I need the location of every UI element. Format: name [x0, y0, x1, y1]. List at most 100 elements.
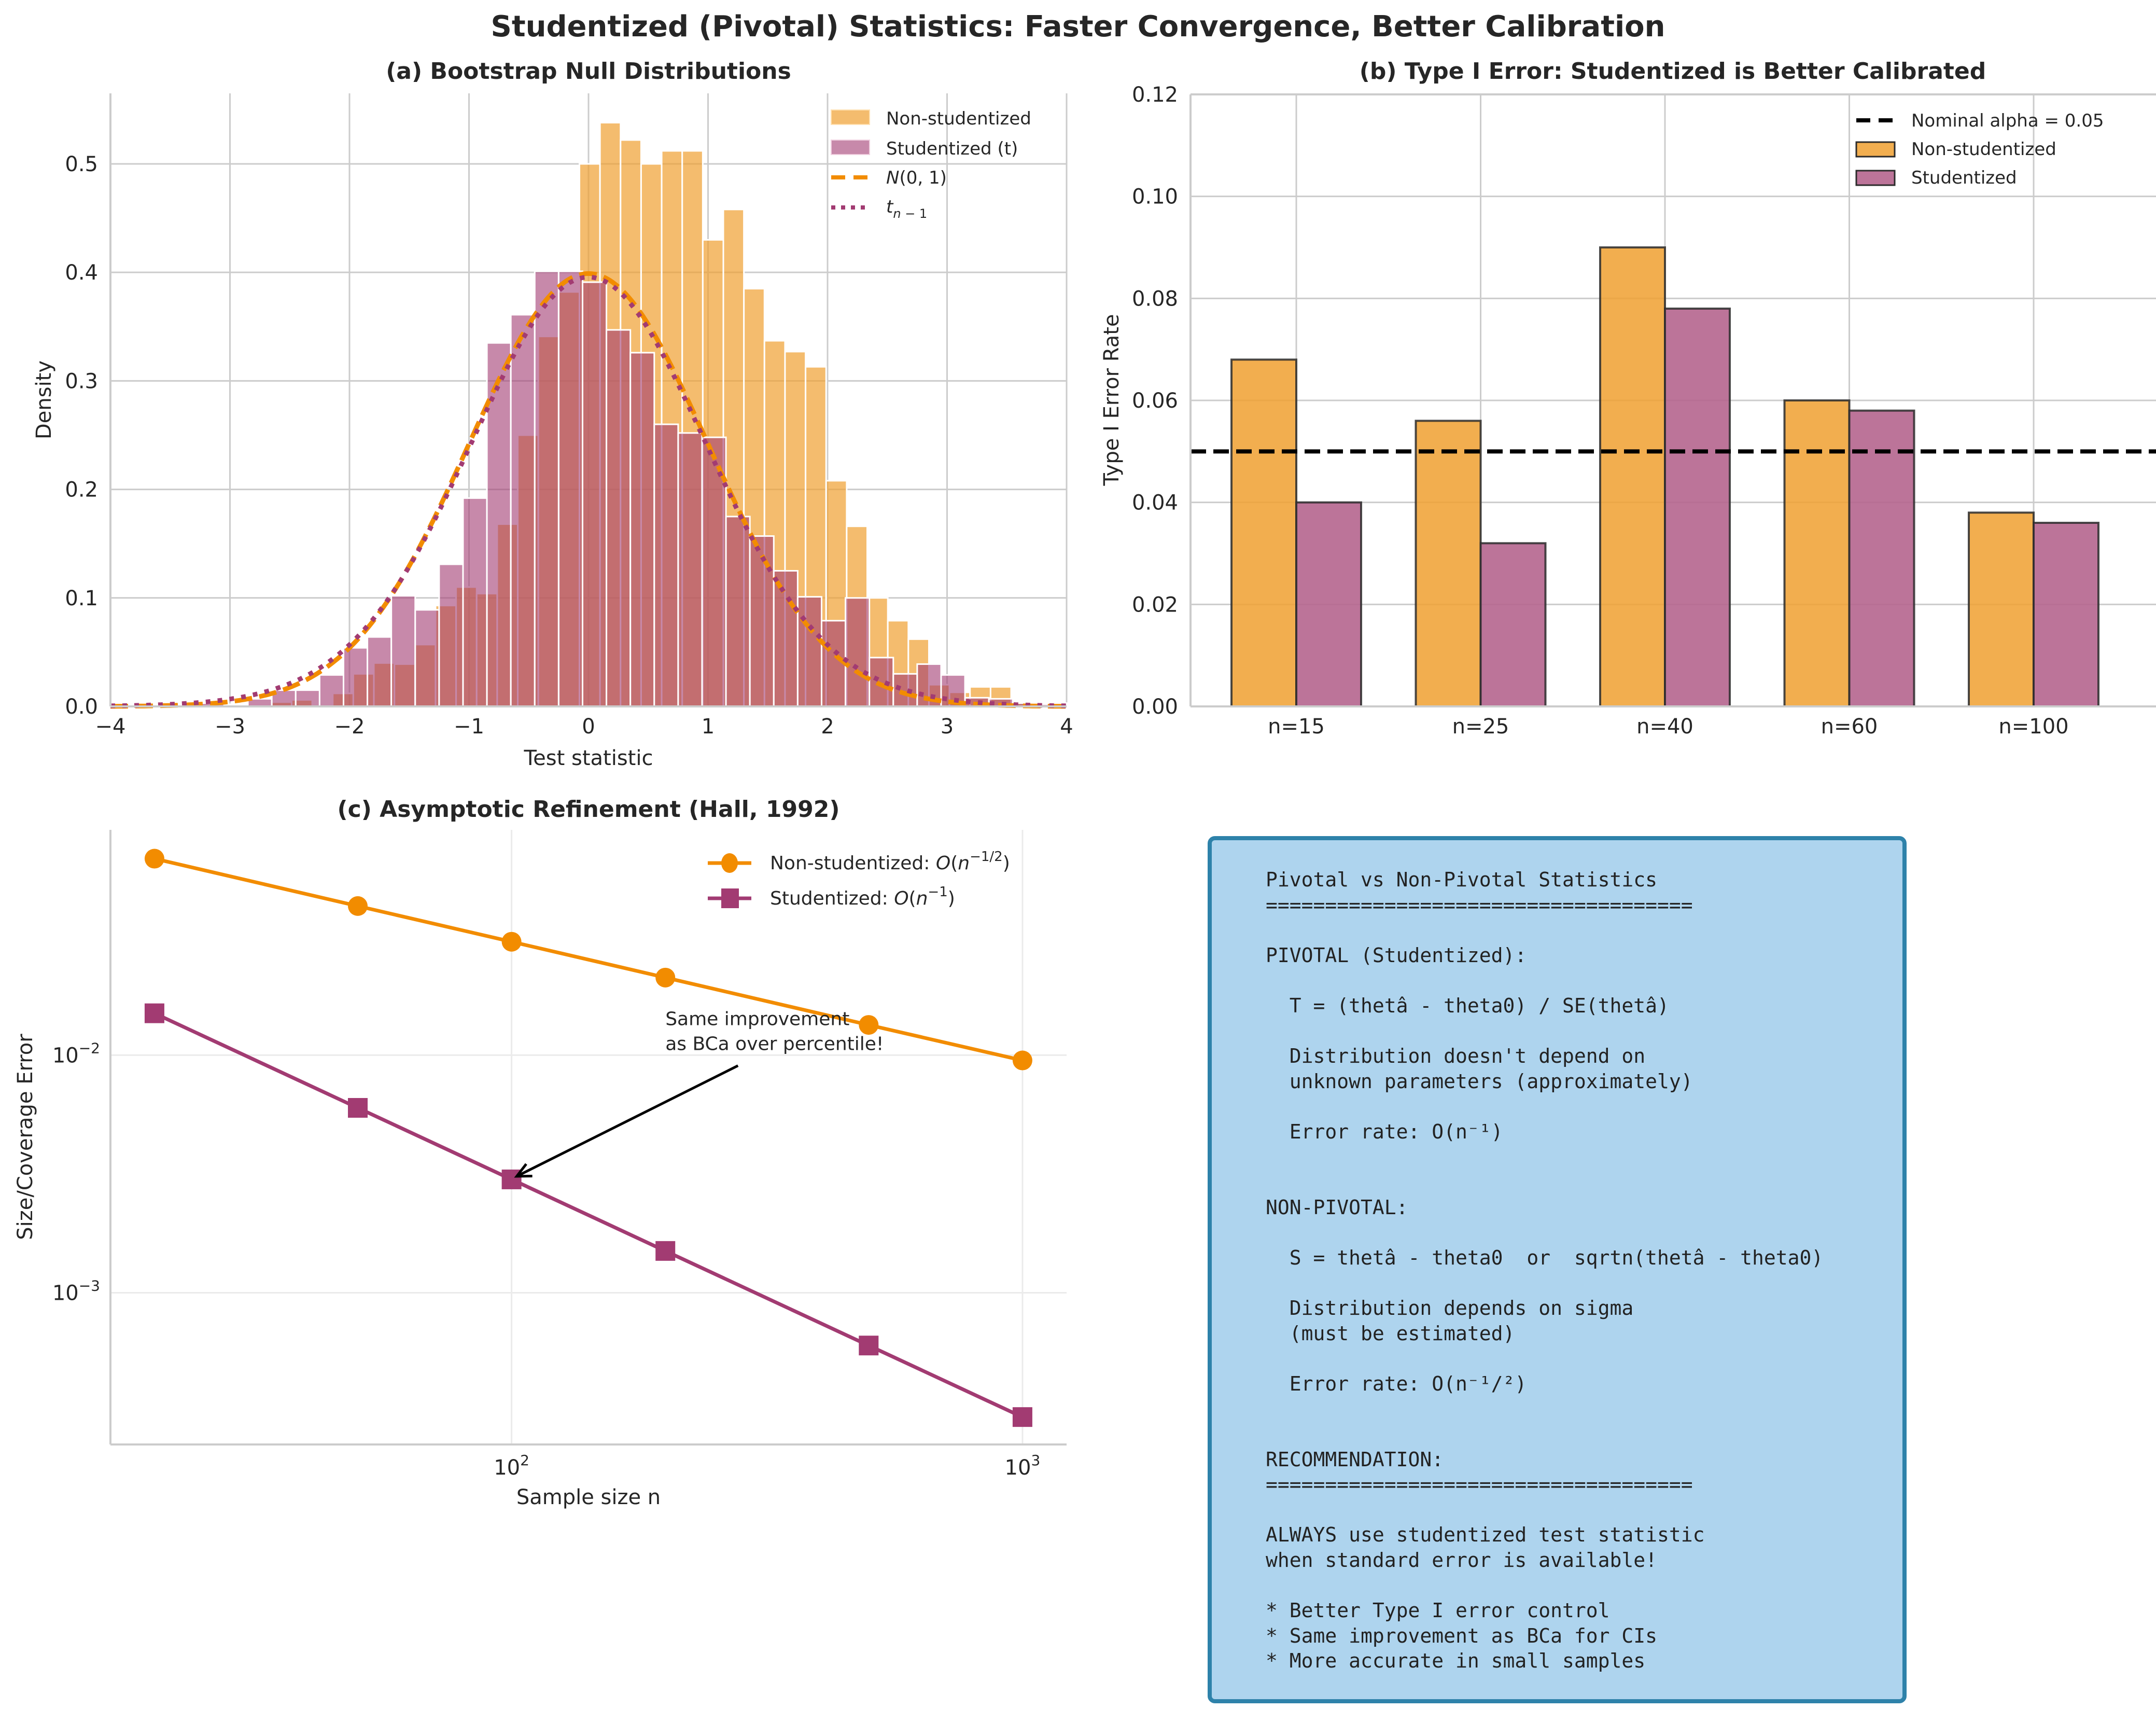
- y-tick-label: 0.04: [1132, 491, 1178, 515]
- x-tick-label: 1: [702, 715, 715, 739]
- y-tick-label: 0.2: [65, 478, 98, 502]
- panel-a-xlabel: Test statistic: [524, 746, 653, 770]
- y-tick-label: 0.1: [65, 587, 98, 610]
- x-tick-label: −3: [215, 715, 245, 739]
- panel-c-line-chart: (c) Asymptotic Refinement (Hall, 1992) 1…: [13, 796, 1067, 1509]
- bar-non-studentized: [1230, 358, 1297, 707]
- panel-b-axes: [1189, 93, 2156, 707]
- legend-swatch-studentized: [831, 140, 870, 155]
- figure-suptitle: Studentized (Pivotal) Statistics: Faster…: [491, 10, 1665, 44]
- panel-a-axes: [109, 93, 1067, 707]
- y-tick-label: 0.5: [65, 152, 98, 176]
- legend-label: Non-studentized: [1911, 139, 2056, 160]
- panel-a-legend: Non-studentized Studentized (t) N(0, 1) tn …: [831, 108, 1031, 221]
- panel-a-ylabel: Density: [32, 360, 56, 439]
- histogram-bar: [749, 535, 775, 707]
- panel-a-tick-labels: −4 −3 −2 −1 0 1 2 3 4 0.0 0.1 0.2 0.3 0.4 0.5: [65, 152, 1073, 739]
- histogram-bar: [677, 432, 703, 707]
- panel-c-series: [144, 849, 1032, 1427]
- histogram-bar: [342, 647, 369, 707]
- x-tick-label: 0: [582, 715, 595, 739]
- legend-label: N(0, 1): [886, 168, 947, 188]
- histogram-bar: [629, 352, 655, 707]
- histogram-bar: [845, 597, 871, 707]
- histogram-bar: [390, 595, 416, 707]
- panel-c-axes: [109, 830, 1067, 1446]
- histogram-bar: [773, 569, 799, 707]
- bar-studentized: [1848, 409, 1915, 707]
- annotation-arrow-shaft: [516, 1064, 739, 1178]
- histogram-bar: [606, 329, 632, 707]
- panel-a-density-curves: [110, 271, 1067, 709]
- panel-a-bars-studentized: [199, 270, 1068, 707]
- legend-label: Non-studentized: O(n−1/2): [770, 849, 1010, 874]
- legend-swatch-non-studentized: [1855, 141, 1896, 158]
- marker-point-non-studentized: [348, 896, 368, 916]
- x-tick-label: 103: [1005, 1452, 1041, 1480]
- x-tick-label: n=100: [1998, 715, 2068, 739]
- legend-label: Non-studentized: [886, 108, 1031, 129]
- summary-text: Pivotal vs Non-Pivotal Statistics ======…: [1266, 868, 1824, 1673]
- histogram-bar: [796, 596, 822, 707]
- histogram-bar: [510, 314, 536, 707]
- x-tick-label: n=40: [1636, 715, 1693, 739]
- y-tick-label: 0.12: [1132, 83, 1178, 107]
- bar-non-studentized: [1968, 511, 2035, 707]
- x-tick-label: −4: [95, 715, 126, 739]
- histogram-bar: [653, 423, 679, 707]
- marker-point-studentized: [348, 1097, 368, 1118]
- panel-c-ylabel: Size/Coverage Error: [13, 1034, 37, 1240]
- y-tick-label: 0.06: [1132, 389, 1178, 413]
- histogram-bar: [557, 270, 583, 707]
- legend-swatch-studentized: [1855, 170, 1896, 186]
- x-tick-label: n=25: [1452, 715, 1509, 739]
- panel-b-bar-chart: (b) Type I Error: Studentized is Better …: [1100, 58, 2156, 739]
- panel-c-title: (c) Asymptotic Refinement (Hall, 1992): [338, 796, 840, 823]
- bar-studentized: [1479, 542, 1547, 708]
- panel-a-histogram: (a) Bootstrap Null Distributions −4 −3 −2−…: [32, 58, 1073, 770]
- line-studentized: [153, 1011, 1024, 1419]
- marker-point-non-studentized: [859, 1015, 879, 1035]
- panel-a-title: (a) Bootstrap Null Distributions: [386, 58, 791, 85]
- legend-swatch-non-studentized: [831, 109, 870, 125]
- histogram-bar: [438, 563, 464, 707]
- x-tick-label: n=15: [1268, 715, 1325, 739]
- y-tick-label: 0.02: [1132, 593, 1178, 617]
- x-tick-label: 2: [821, 715, 834, 739]
- y-tick-label: 0.08: [1132, 287, 1178, 311]
- histogram-bar: [318, 674, 344, 707]
- histogram-bar: [367, 636, 393, 707]
- legend-marker-square: [721, 888, 739, 908]
- marker-point-studentized: [859, 1336, 879, 1356]
- bar-studentized: [2033, 522, 2099, 707]
- histogram-bar: [462, 497, 488, 707]
- annotation-arrow-head: [514, 1163, 533, 1178]
- panel-c-gridlines: [110, 830, 1067, 1444]
- panel-c-legend: Non-studentized: O(n−1/2) Studentized: O(…: [708, 849, 1010, 909]
- x-tick-label: −2: [334, 715, 365, 739]
- panel-c-annotation: Same improvement as BCa over percentile!: [514, 1009, 884, 1178]
- x-tick-label: 102: [494, 1452, 529, 1480]
- marker-point-non-studentized: [655, 967, 676, 988]
- legend-label: tn − 1: [886, 197, 927, 221]
- y-tick-label: 0.10: [1132, 185, 1178, 209]
- bar-non-studentized: [1415, 420, 1482, 707]
- normal-pdf-curve: [110, 271, 1067, 709]
- histogram-bar: [892, 673, 918, 707]
- panel-c-tick-labels: 102 103 10−3 10−2: [52, 1039, 1040, 1480]
- marker-point-non-studentized: [501, 932, 522, 952]
- panel-b-bars: [1230, 246, 2099, 708]
- y-tick-label: 0.3: [65, 369, 98, 393]
- y-tick-label: 0.0: [65, 695, 98, 719]
- bar-non-studentized: [1599, 246, 1666, 707]
- legend-label: Nominal alpha = 0.05: [1911, 110, 2104, 131]
- x-tick-label: 3: [941, 715, 954, 739]
- histogram-bar: [295, 689, 320, 707]
- marker-point-studentized: [1012, 1407, 1032, 1427]
- histogram-bar: [725, 516, 751, 707]
- summary-textbox: Pivotal vs Non-Pivotal Statistics ======…: [1208, 836, 1907, 1703]
- y-tick-label: 0.00: [1132, 695, 1178, 719]
- y-tick-label: 0.4: [65, 261, 98, 285]
- legend-label: Studentized: [1911, 168, 2017, 188]
- y-tick-label: 10−3: [52, 1277, 100, 1305]
